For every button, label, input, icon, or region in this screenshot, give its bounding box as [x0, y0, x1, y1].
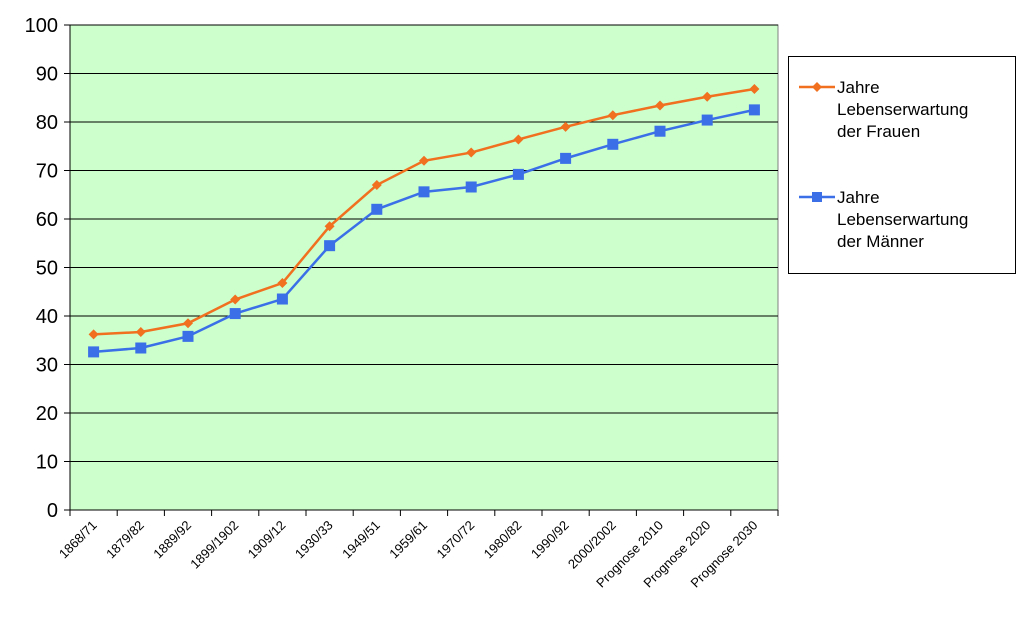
x-tick-label: 1879/82 — [103, 518, 147, 562]
x-tick-label: 1990/92 — [528, 518, 572, 562]
data-point — [654, 125, 666, 137]
legend-label-frauen: Jahre Lebenserwartung der Frauen — [837, 78, 969, 141]
x-tick-label: 1930/33 — [292, 518, 336, 562]
data-point — [182, 330, 194, 342]
data-point — [701, 114, 713, 126]
series — [88, 84, 760, 358]
data-point — [419, 155, 429, 166]
data-point — [88, 329, 99, 340]
x-tick-label: 1980/82 — [481, 518, 525, 562]
y-tick-label: 60 — [36, 209, 58, 231]
legend: Jahre Lebenserwartung der Frauen Jahre L… — [788, 56, 1016, 274]
data-point — [513, 134, 524, 145]
gridlines — [70, 24, 778, 462]
x-tick-label: 1868/71 — [56, 518, 100, 562]
x-tick-label: 1899/1902 — [187, 518, 241, 572]
y-tick-label: 30 — [36, 355, 58, 377]
data-point — [371, 203, 383, 215]
legend-swatch-frauen-icon — [799, 82, 835, 92]
data-point — [702, 91, 713, 102]
data-point — [324, 221, 335, 232]
data-point — [749, 84, 760, 95]
data-point — [512, 168, 524, 180]
x-tick-label: 1909/12 — [245, 518, 289, 562]
legend-swatch-maenner-icon — [799, 192, 835, 202]
data-point — [607, 138, 619, 150]
data-point — [560, 121, 571, 132]
data-point — [655, 100, 665, 111]
y-tick-label: 0 — [47, 500, 58, 522]
y-tick-labels: 0 10 20 30 40 50 60 70 80 90 100 — [25, 15, 58, 522]
data-point — [371, 180, 382, 191]
data-point — [466, 147, 477, 158]
y-tick-label: 80 — [36, 112, 58, 134]
legend-label-maenner: Jahre Lebenserwartung der Männer — [837, 188, 969, 251]
data-point — [324, 240, 336, 252]
data-point — [607, 110, 618, 121]
data-point — [276, 293, 288, 305]
data-point — [560, 152, 572, 164]
data-point — [465, 181, 477, 193]
data-point — [418, 186, 430, 198]
data-point — [229, 308, 241, 320]
y-tick-label: 90 — [36, 64, 58, 86]
y-tick-label: 10 — [36, 452, 58, 474]
series-0 — [88, 84, 760, 340]
data-point — [277, 278, 288, 289]
legend-swatch-marker — [812, 192, 822, 202]
y-tick-label: 50 — [36, 258, 58, 280]
legend-swatch-marker — [812, 82, 822, 92]
y-tick-label: 20 — [36, 403, 58, 425]
axes — [64, 24, 779, 516]
series-1 — [88, 104, 760, 358]
y-tick-label: 70 — [36, 161, 58, 183]
y-tick-label: 100 — [25, 15, 58, 37]
x-tick-label: 1959/61 — [386, 518, 430, 562]
data-point — [135, 342, 147, 354]
data-point — [183, 318, 193, 329]
data-point — [230, 294, 241, 305]
x-tick-label: 1949/51 — [339, 518, 383, 562]
x-tick-label: 1889/92 — [150, 518, 194, 562]
data-point — [135, 327, 146, 338]
y-tick-label: 40 — [36, 306, 58, 328]
x-tick-label: 1970/72 — [433, 518, 477, 562]
data-point — [748, 104, 760, 116]
data-point — [88, 346, 100, 358]
